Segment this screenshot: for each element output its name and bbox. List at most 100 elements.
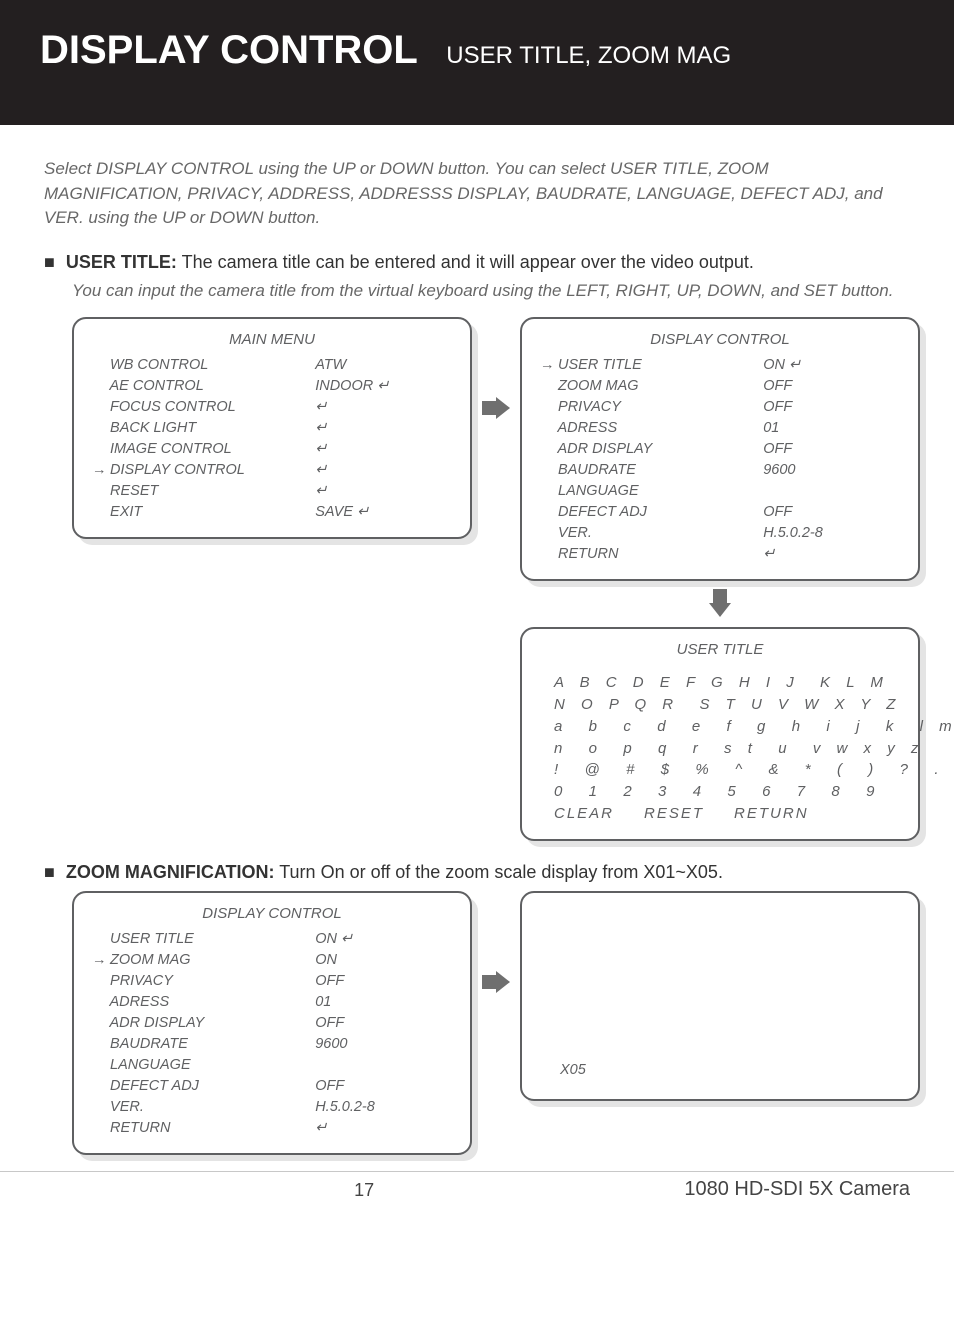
menu-label: ZOOM MAG [540, 376, 763, 397]
page-header: DISPLAY CONTROL USER TITLE, ZOOM MAG [0, 0, 954, 125]
menu-row: FOCUS CONTROL↵ [92, 397, 452, 418]
page-subtitle: USER TITLE, ZOOM MAG [446, 42, 731, 69]
keyboard-row: a b c d e f g h i j k l m [540, 716, 900, 738]
menu-label: AE CONTROL [92, 376, 315, 397]
menu-label: EXIT [92, 502, 315, 523]
menu-value: ON ↵ [763, 355, 900, 376]
osd-user-title-kb: USER TITLE A B C D E F G H I J K L MN O … [520, 627, 920, 841]
menu-label: ADR DISPLAY [92, 1013, 315, 1034]
menu-value: H.5.0.2-8 [315, 1097, 452, 1118]
menu-label: BAUDRATE [92, 1034, 315, 1055]
menu-label: RESET [92, 481, 315, 502]
menu-value: OFF [763, 439, 900, 460]
menu-row: RETURN↵ [92, 1118, 452, 1139]
menu-row: PRIVACYOFF [92, 971, 452, 992]
osd-display-control-2: DISPLAY CONTROL USER TITLEON ↵→ ZOOM MAG… [72, 891, 472, 1155]
menu-value: ↵ [763, 544, 900, 565]
menu-value: ON [315, 950, 452, 971]
menu-value: SAVE ↵ [315, 502, 452, 523]
menu-label: VER. [540, 523, 763, 544]
section2-title: ZOOM MAGNIFICATION: [66, 862, 275, 882]
menu-label: → USER TITLE [540, 355, 763, 376]
keyboard-grid: A B C D E F G H I J K L MN O P Q R S T U… [540, 672, 900, 803]
page-title: DISPLAY CONTROL [40, 28, 418, 73]
menu-row: DEFECT ADJOFF [540, 502, 900, 523]
menu-value: OFF [315, 1076, 452, 1097]
menu-label: → ZOOM MAG [92, 950, 315, 971]
menu-row: RESET↵ [92, 481, 452, 502]
bullet-icon: ■ [44, 252, 55, 272]
keyboard-row: 0 1 2 3 4 5 6 7 8 9 [540, 781, 900, 803]
menu-value: 01 [315, 992, 452, 1013]
menu-row: ADRESS01 [540, 418, 900, 439]
menu-label: PRIVACY [540, 397, 763, 418]
menu-row: USER TITLEON ↵ [92, 929, 452, 950]
menu-row: BAUDRATE9600 [540, 460, 900, 481]
menu-row: ADR DISPLAYOFF [92, 1013, 452, 1034]
menu-label: ADRESS [540, 418, 763, 439]
menu-row: ZOOM MAGOFF [540, 376, 900, 397]
menu-label: → DISPLAY CONTROL [92, 460, 315, 481]
menu-label: FOCUS CONTROL [92, 397, 315, 418]
menu-value: INDOOR ↵ [315, 376, 452, 397]
zoom-level: X05 [540, 1060, 586, 1085]
keyboard-actions: CLEAR RESET RETURN [540, 803, 900, 825]
menu-label: PRIVACY [92, 971, 315, 992]
menu-row: PRIVACYOFF [540, 397, 900, 418]
osd-main-menu: MAIN MENU WB CONTROLATW AE CONTROLINDOOR… [72, 317, 472, 539]
menu-value: 9600 [315, 1034, 452, 1055]
kb-return: RETURN [734, 803, 809, 825]
menu-value: ATW [315, 355, 452, 376]
menu-value: OFF [763, 376, 900, 397]
menu-label: LANGUAGE [92, 1055, 315, 1076]
osd-title: USER TITLE [540, 639, 900, 661]
menu-row: → ZOOM MAGON [92, 950, 452, 971]
keyboard-row: ! @ # $ % ^ & * ( ) ? . [540, 759, 900, 781]
page-footer: 17 1080 HD-SDI 5X Camera [0, 1172, 954, 1225]
kb-reset: RESET [644, 803, 704, 825]
menu-label: USER TITLE [92, 929, 315, 950]
menu-row: EXITSAVE ↵ [92, 502, 452, 523]
menu-label: ADRESS [92, 992, 315, 1013]
osd-title: DISPLAY CONTROL [540, 329, 900, 351]
arrow-right [482, 317, 510, 419]
page-number: 17 [354, 1180, 374, 1201]
menu-row: AE CONTROLINDOOR ↵ [92, 376, 452, 397]
menu-row: LANGUAGE [540, 481, 900, 502]
osd-display-control-1: DISPLAY CONTROL → USER TITLEON ↵ ZOOM MA… [520, 317, 920, 581]
menu-label: RETURN [540, 544, 763, 565]
osd-table: → USER TITLEON ↵ ZOOM MAGOFF PRIVACYOFF … [540, 355, 900, 565]
menu-row: WB CONTROLATW [92, 355, 452, 376]
menu-value [315, 1055, 452, 1076]
menu-value: OFF [763, 502, 900, 523]
osd-title: DISPLAY CONTROL [92, 903, 452, 925]
menu-value: ↵ [315, 1118, 452, 1139]
menu-value: 01 [763, 418, 900, 439]
diagram-row-2: DISPLAY CONTROL USER TITLEON ↵→ ZOOM MAG… [72, 891, 910, 1155]
kb-clear: CLEAR [554, 803, 614, 825]
menu-row: → USER TITLEON ↵ [540, 355, 900, 376]
menu-value: ↵ [315, 397, 452, 418]
osd-table: USER TITLEON ↵→ ZOOM MAGON PRIVACYOFF AD… [92, 929, 452, 1139]
intro-text: Select DISPLAY CONTROL using the UP or D… [44, 157, 910, 231]
osd-title: MAIN MENU [92, 329, 452, 351]
keyboard-row: A B C D E F G H I J K L M [540, 672, 900, 694]
menu-label: WB CONTROL [92, 355, 315, 376]
arrow-right [482, 891, 510, 993]
menu-label: VER. [92, 1097, 315, 1118]
menu-value: 9600 [763, 460, 900, 481]
menu-row: DEFECT ADJOFF [92, 1076, 452, 1097]
menu-row: BACK LIGHT↵ [92, 418, 452, 439]
bullet-icon: ■ [44, 862, 55, 882]
arrow-down [709, 589, 731, 617]
menu-value: ↵ [315, 439, 452, 460]
menu-value [763, 481, 900, 502]
menu-row: RETURN↵ [540, 544, 900, 565]
menu-value: OFF [315, 1013, 452, 1034]
menu-value: H.5.0.2-8 [763, 523, 900, 544]
right-column: DISPLAY CONTROL → USER TITLEON ↵ ZOOM MA… [520, 317, 920, 841]
menu-label: IMAGE CONTROL [92, 439, 315, 460]
menu-label: DEFECT ADJ [540, 502, 763, 523]
menu-label: BAUDRATE [540, 460, 763, 481]
menu-row: → DISPLAY CONTROL↵ [92, 460, 452, 481]
